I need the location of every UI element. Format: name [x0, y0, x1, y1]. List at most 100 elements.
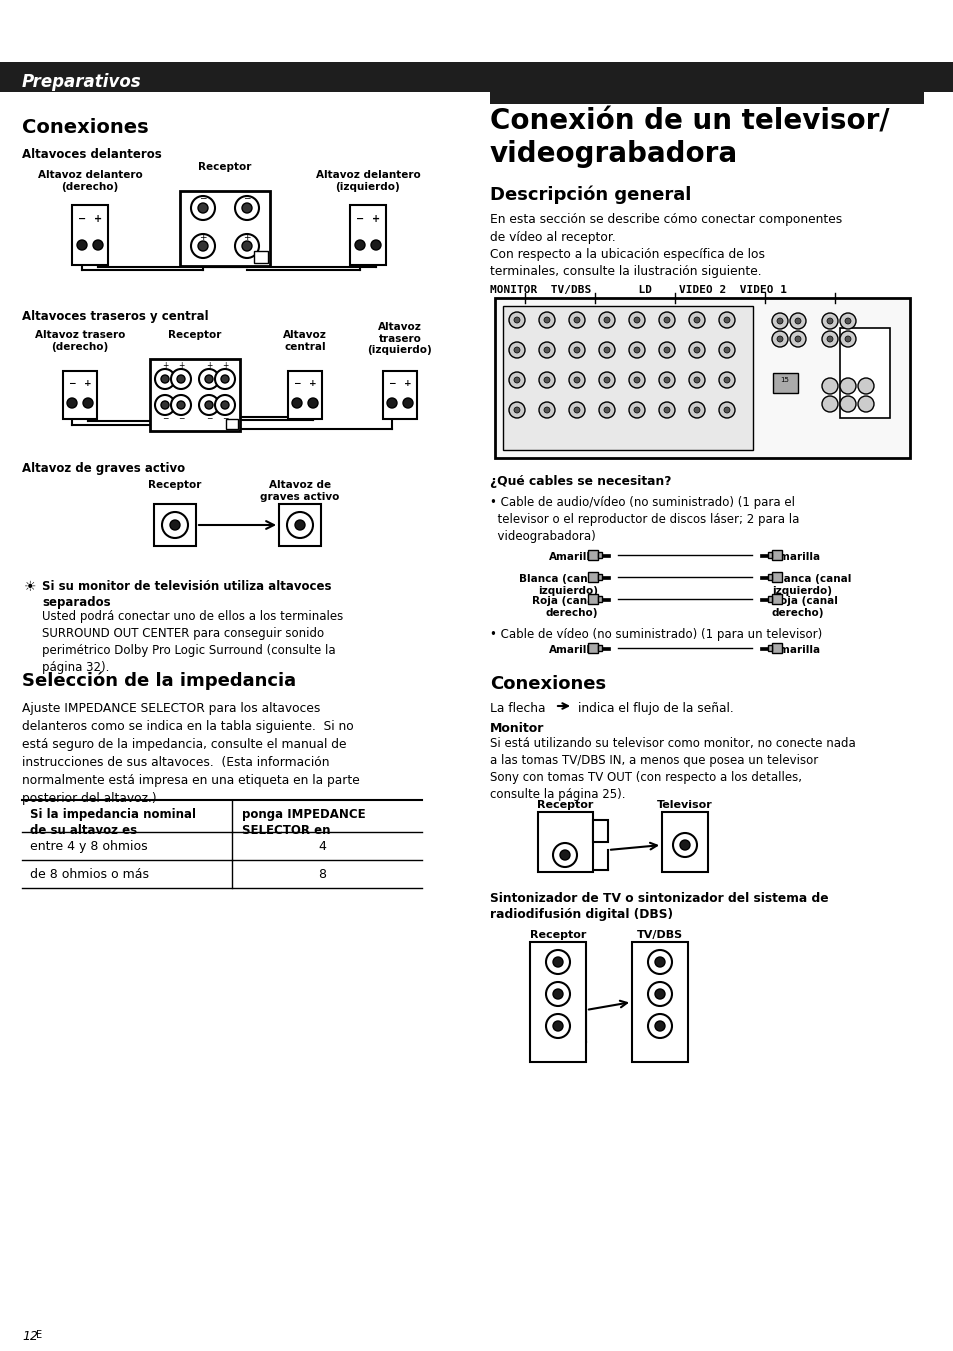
Text: −: − [162, 415, 168, 423]
Circle shape [655, 989, 664, 998]
Circle shape [538, 342, 555, 358]
Circle shape [693, 347, 700, 353]
Circle shape [191, 196, 214, 220]
Circle shape [826, 336, 832, 342]
Circle shape [509, 312, 524, 328]
Bar [601, 597, 609, 600]
Text: +: + [372, 213, 379, 224]
Bar [530, 942, 585, 1062]
Text: Amarilla: Amarilla [548, 644, 598, 655]
Circle shape [162, 512, 188, 538]
Circle shape [771, 313, 787, 330]
Circle shape [543, 377, 550, 382]
Text: 15: 15 [780, 377, 789, 382]
Bar [598, 553, 601, 558]
Circle shape [574, 347, 579, 353]
Circle shape [568, 403, 584, 417]
Circle shape [574, 317, 579, 323]
Bar [601, 576, 609, 578]
Circle shape [514, 377, 519, 382]
Circle shape [191, 234, 214, 258]
Circle shape [545, 950, 569, 974]
Bar [587, 594, 598, 604]
Circle shape [723, 377, 729, 382]
Circle shape [242, 203, 252, 213]
Circle shape [603, 377, 609, 382]
Text: Receptor: Receptor [148, 480, 201, 490]
Text: Amarilla: Amarilla [771, 553, 821, 562]
Circle shape [92, 240, 103, 250]
Text: Receptor: Receptor [168, 330, 221, 340]
Bar [767, 574, 771, 580]
Circle shape [634, 407, 639, 413]
Circle shape [598, 403, 615, 417]
Text: −: − [243, 193, 251, 203]
Circle shape [672, 834, 697, 857]
Circle shape [647, 1015, 671, 1038]
Bar [767, 644, 771, 651]
Circle shape [663, 317, 669, 323]
Text: • Cable de vídeo (no suministrado) (1 para un televisor): • Cable de vídeo (no suministrado) (1 pa… [490, 628, 821, 640]
Bar [63, 372, 97, 419]
Bar [502, 305, 752, 450]
Bar [598, 574, 601, 580]
Text: −: − [69, 378, 75, 388]
Circle shape [559, 850, 569, 861]
Bar [587, 643, 598, 653]
Text: +: + [206, 361, 212, 370]
Circle shape [840, 378, 855, 394]
Bar [767, 553, 771, 558]
Circle shape [659, 312, 675, 328]
Text: Si su monitor de televisión utiliza altavoces
separados: Si su monitor de televisión utiliza alta… [42, 580, 331, 609]
Circle shape [553, 989, 562, 998]
Circle shape [655, 957, 664, 967]
Circle shape [355, 240, 365, 250]
Text: +: + [222, 361, 228, 370]
Circle shape [693, 377, 700, 382]
Circle shape [154, 394, 174, 415]
Bar [288, 372, 322, 419]
Text: −: − [177, 415, 184, 423]
Circle shape [568, 372, 584, 388]
Bar [587, 550, 598, 561]
Circle shape [659, 403, 675, 417]
Circle shape [568, 342, 584, 358]
Circle shape [177, 401, 185, 409]
Circle shape [598, 372, 615, 388]
Text: Receptor: Receptor [537, 800, 593, 811]
Text: −: − [355, 213, 364, 224]
Circle shape [214, 369, 234, 389]
Bar [150, 359, 240, 431]
Text: E: E [36, 1329, 42, 1340]
Bar [180, 190, 270, 266]
Circle shape [171, 394, 191, 415]
Circle shape [514, 407, 519, 413]
Text: ¿Qué cables se necesitan?: ¿Qué cables se necesitan? [490, 476, 671, 488]
Circle shape [603, 347, 609, 353]
Circle shape [789, 313, 805, 330]
Text: MONITOR  TV/DBS       LD    VIDEO 2  VIDEO 1: MONITOR TV/DBS LD VIDEO 2 VIDEO 1 [490, 285, 786, 295]
Bar [760, 554, 767, 557]
Circle shape [538, 403, 555, 417]
Circle shape [647, 950, 671, 974]
Circle shape [723, 347, 729, 353]
Text: Blanca (canal
izquierdo): Blanca (canal izquierdo) [771, 574, 850, 596]
Bar [760, 576, 767, 578]
Circle shape [634, 347, 639, 353]
Circle shape [693, 407, 700, 413]
Circle shape [776, 336, 782, 342]
Circle shape [840, 396, 855, 412]
Bar [631, 942, 687, 1062]
Text: Usted podrá conectar uno de ellos a los terminales
SURROUND OUT CENTER para cons: Usted podrá conectar uno de ellos a los … [42, 611, 343, 674]
Bar [587, 571, 598, 582]
Text: −: − [78, 213, 86, 224]
Text: ☀: ☀ [24, 580, 36, 594]
Circle shape [603, 317, 609, 323]
Circle shape [821, 396, 837, 412]
Circle shape [679, 840, 689, 850]
Circle shape [205, 376, 213, 382]
Bar [593, 820, 607, 842]
Text: +: + [177, 361, 184, 370]
Circle shape [659, 342, 675, 358]
Circle shape [719, 342, 734, 358]
